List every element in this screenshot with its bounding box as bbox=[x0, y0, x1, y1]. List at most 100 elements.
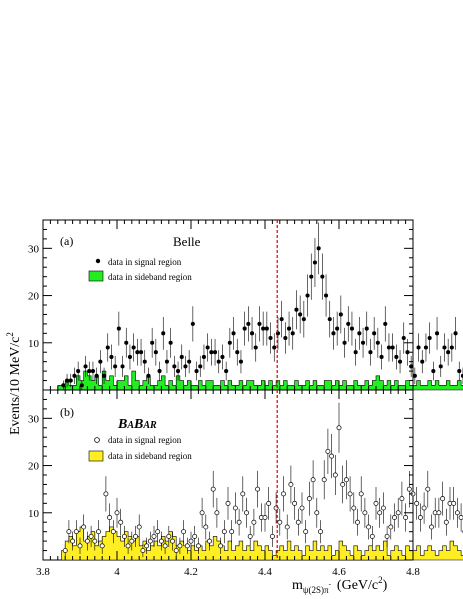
signal-point bbox=[417, 515, 423, 520]
signal-point bbox=[187, 359, 192, 364]
y-tick-label: 20 bbox=[28, 291, 40, 303]
signal-point bbox=[360, 340, 366, 345]
signal-point bbox=[84, 538, 90, 544]
signal-point bbox=[213, 350, 218, 355]
signal-point bbox=[238, 359, 244, 364]
babar-a1: A bbox=[126, 420, 134, 431]
signal-point bbox=[416, 345, 421, 350]
signal-point bbox=[318, 529, 323, 535]
signal-point bbox=[373, 500, 379, 506]
y-tick-label: 30 bbox=[28, 413, 40, 425]
signal-point bbox=[380, 505, 386, 511]
signal-point bbox=[96, 529, 101, 535]
signal-point bbox=[92, 538, 98, 544]
signal-point bbox=[118, 519, 124, 525]
signal-point bbox=[168, 340, 173, 345]
signal-point bbox=[384, 533, 390, 539]
signal-point bbox=[454, 510, 460, 516]
panel-a-experiment: Belle bbox=[173, 234, 201, 249]
signal-point bbox=[266, 500, 272, 506]
signal-point bbox=[253, 345, 258, 350]
signal-point bbox=[192, 533, 198, 539]
signal-point bbox=[65, 378, 70, 383]
signal-point bbox=[127, 354, 133, 359]
signal-point bbox=[147, 538, 153, 544]
panel-b-ticks: 10 20 30 bbox=[28, 389, 414, 561]
panel-a-ticks: 10 20 30 bbox=[28, 219, 414, 391]
signal-point bbox=[133, 533, 138, 539]
signal-point bbox=[320, 274, 325, 279]
signal-point bbox=[406, 486, 412, 492]
signal-point bbox=[72, 373, 77, 378]
x-axis-label-unit: (GeV/c bbox=[337, 578, 378, 593]
signal-point bbox=[299, 505, 305, 511]
signal-point bbox=[107, 515, 113, 520]
signal-point bbox=[76, 369, 81, 374]
signal-point bbox=[399, 496, 405, 502]
signal-point bbox=[232, 505, 238, 511]
signal-point bbox=[316, 246, 321, 251]
signal-point bbox=[449, 345, 454, 350]
signal-point bbox=[309, 274, 314, 279]
signal-point bbox=[336, 425, 342, 431]
signal-point bbox=[347, 491, 353, 497]
signal-point bbox=[94, 373, 99, 378]
signal-point bbox=[81, 524, 87, 530]
signal-point bbox=[177, 543, 183, 549]
panel-b-legend-marker-sideband bbox=[88, 450, 104, 462]
panel-b-legend-signal: data in signal region bbox=[108, 435, 182, 445]
panel-a-label: (a) bbox=[60, 234, 73, 248]
signal-point bbox=[314, 510, 320, 516]
signal-point bbox=[331, 331, 336, 336]
signal-point bbox=[224, 369, 229, 374]
signal-point bbox=[346, 321, 351, 326]
signal-point bbox=[203, 524, 209, 530]
signal-point bbox=[423, 345, 429, 350]
signal-point bbox=[216, 359, 221, 364]
signal-point bbox=[420, 359, 425, 364]
signal-point bbox=[268, 336, 273, 341]
signal-point bbox=[343, 477, 349, 483]
signal-point bbox=[305, 293, 310, 298]
signal-point bbox=[236, 519, 242, 525]
signal-point bbox=[329, 453, 335, 459]
signal-point bbox=[113, 364, 118, 369]
signal-point bbox=[190, 321, 195, 326]
signal-point bbox=[184, 543, 190, 549]
signal-point bbox=[412, 373, 417, 378]
signal-point bbox=[436, 510, 442, 516]
signal-point bbox=[292, 500, 298, 506]
signal-point bbox=[120, 364, 125, 369]
signal-point bbox=[442, 345, 447, 350]
signal-point bbox=[323, 293, 329, 298]
signal-point bbox=[207, 538, 212, 544]
signal-point bbox=[247, 533, 253, 539]
signal-point bbox=[429, 524, 434, 530]
signal-point bbox=[124, 340, 129, 345]
panel-b-label: (b) bbox=[60, 405, 74, 419]
signal-point bbox=[321, 477, 327, 483]
signal-point bbox=[301, 317, 306, 322]
signal-point bbox=[181, 529, 187, 535]
signal-point bbox=[332, 472, 338, 478]
signal-point bbox=[116, 326, 121, 331]
x-tick-label: 3.8 bbox=[36, 566, 50, 578]
signal-point bbox=[90, 369, 96, 374]
signal-point bbox=[277, 519, 283, 525]
signal-point bbox=[342, 340, 347, 345]
signal-point bbox=[451, 500, 457, 506]
signal-point bbox=[109, 354, 114, 359]
panel-b-experiment: BABAR bbox=[117, 417, 157, 432]
y-axis-label: Events/10 MeV/c2 bbox=[5, 332, 23, 435]
signal-point bbox=[355, 519, 360, 525]
signal-point bbox=[61, 383, 66, 388]
signal-point bbox=[425, 486, 431, 492]
signal-point bbox=[146, 373, 151, 378]
signal-point bbox=[209, 350, 214, 355]
signal-point bbox=[431, 369, 436, 374]
signal-point bbox=[79, 383, 84, 388]
signal-point bbox=[364, 326, 369, 331]
signal-point bbox=[161, 331, 166, 336]
signal-point bbox=[434, 331, 440, 336]
signal-point bbox=[421, 505, 427, 511]
